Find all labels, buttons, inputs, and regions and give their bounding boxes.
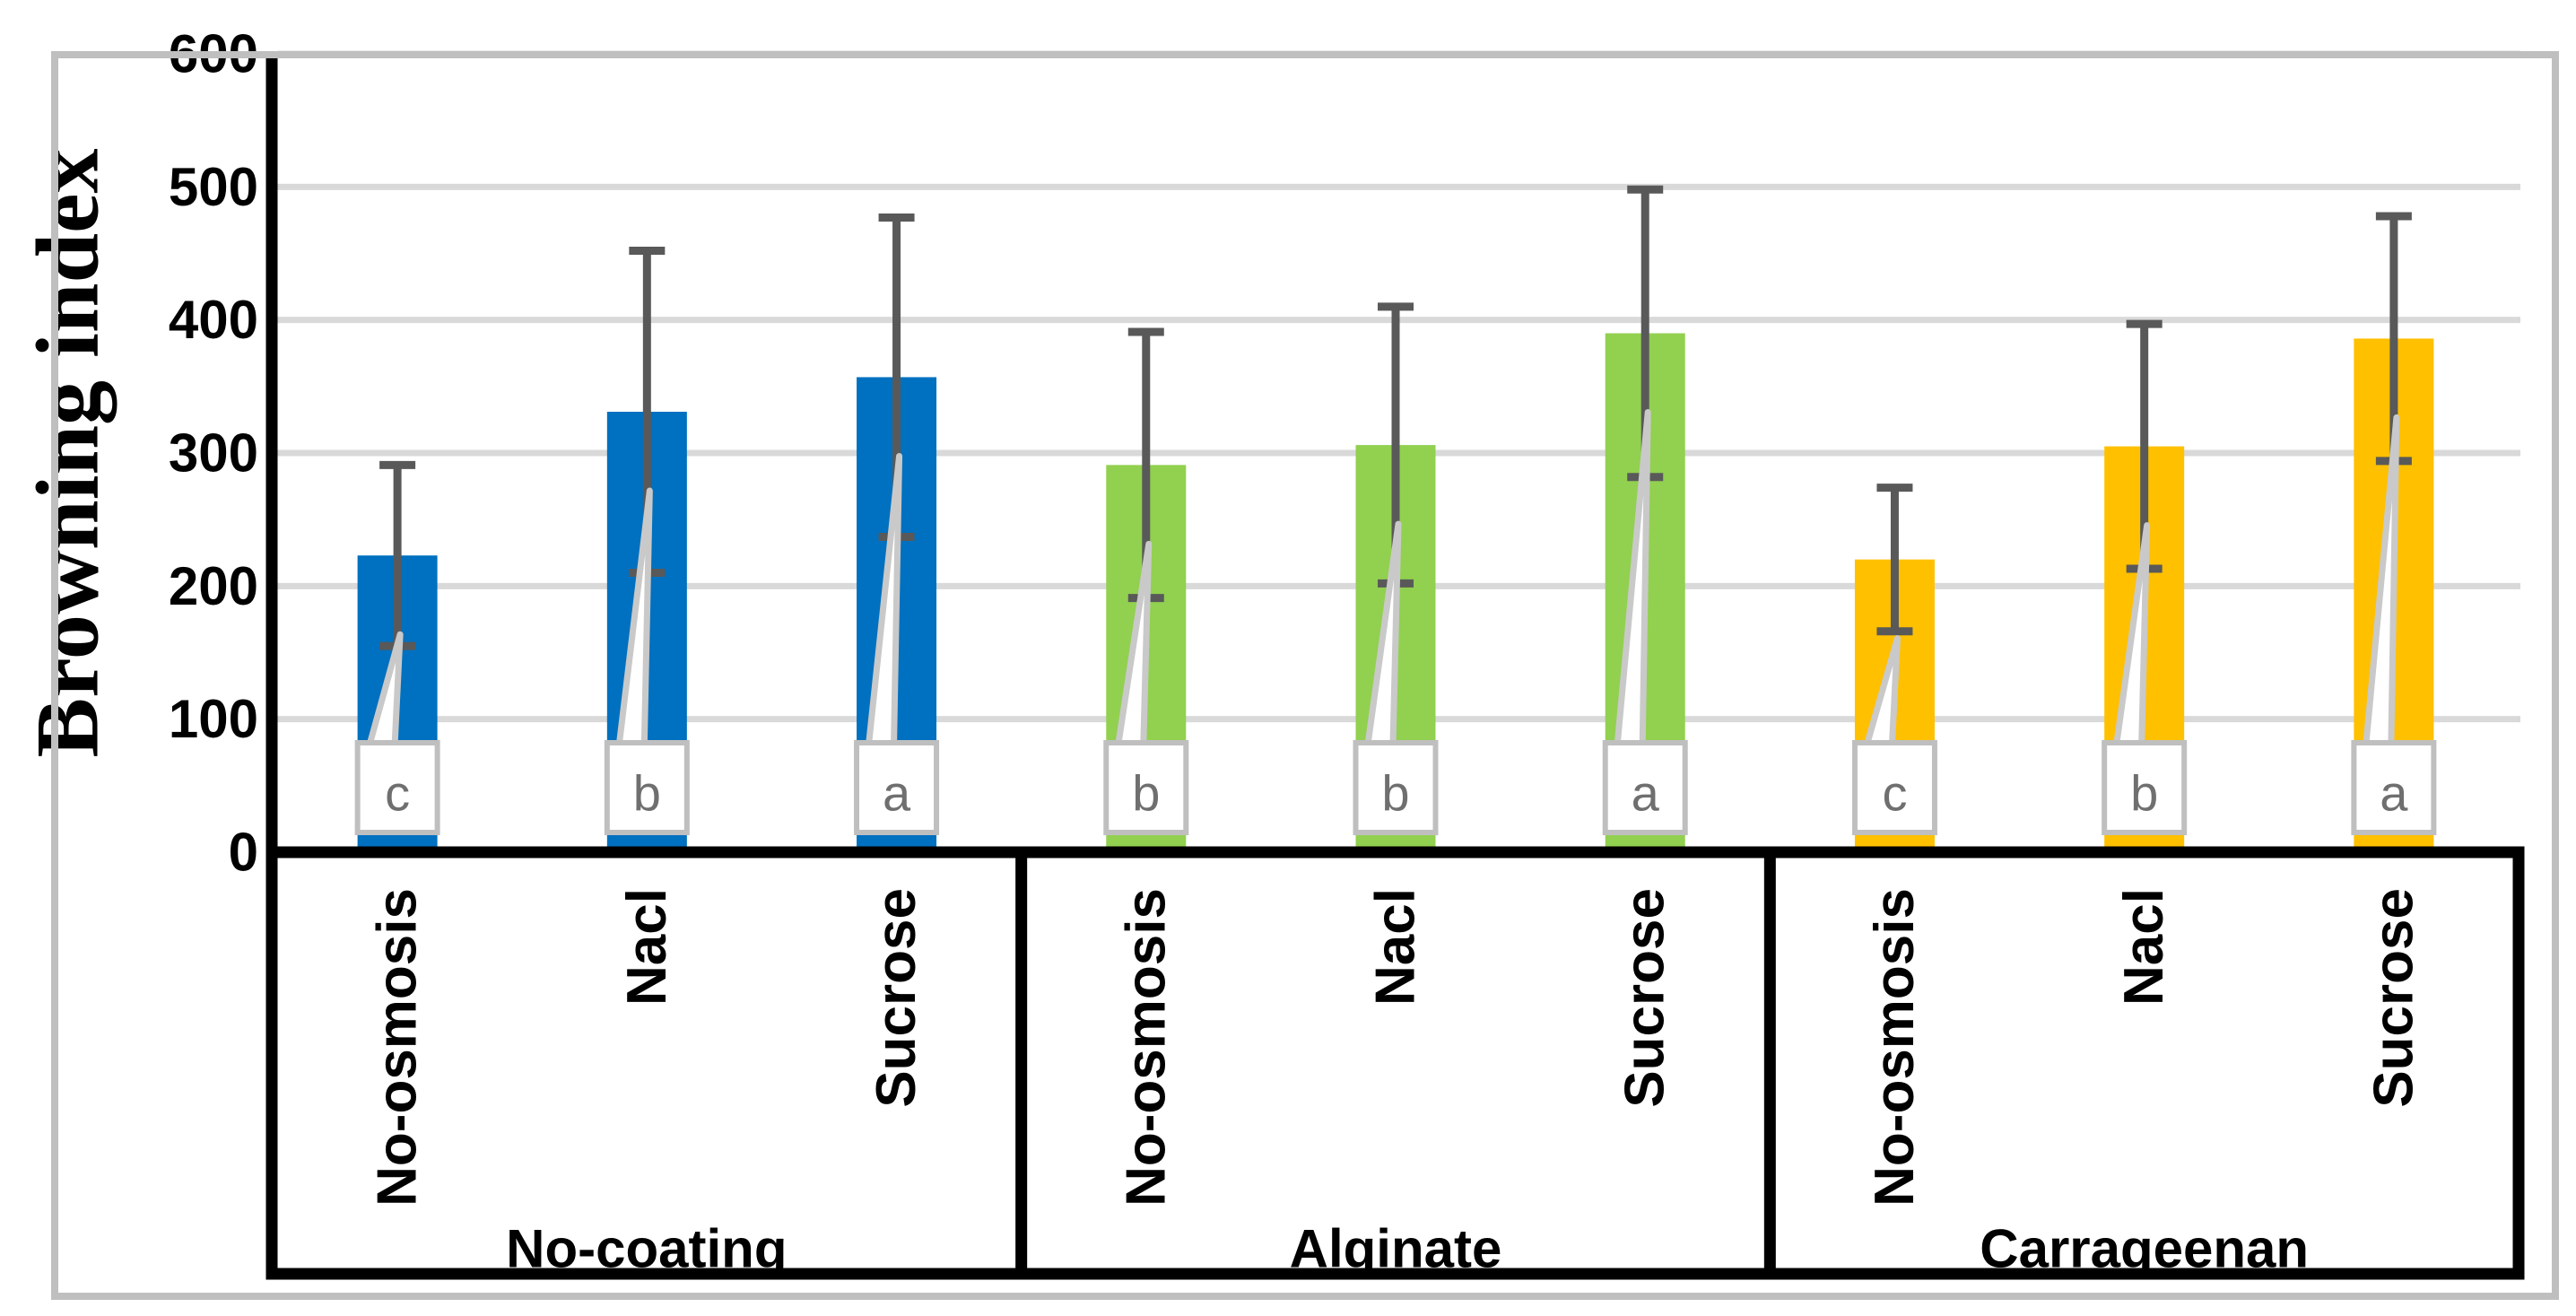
- significance-label-box: [354, 740, 440, 835]
- y-tick-label: 500: [169, 157, 258, 217]
- significance-label-box: [854, 740, 940, 835]
- category-label: Sucrose: [2363, 888, 2424, 1108]
- significance-label-box: [1602, 740, 1688, 835]
- category-label: No-osmosis: [367, 888, 429, 1207]
- significance-label-box: [1851, 740, 1937, 835]
- category-label: No-osmosis: [1864, 888, 1926, 1207]
- significance-label-box: [1103, 740, 1189, 835]
- group-label: No-coating: [506, 1219, 787, 1279]
- group-label: Alginate: [1290, 1219, 1502, 1279]
- significance-letter: b: [1132, 765, 1160, 822]
- significance-letter: a: [1632, 765, 1660, 822]
- significance-letter: a: [883, 765, 911, 822]
- y-axis-title: Browning index: [18, 149, 117, 758]
- category-label: Sucrose: [866, 888, 927, 1108]
- figure-border: [51, 51, 2559, 1300]
- y-tick-label: 200: [169, 556, 258, 616]
- significance-letter: c: [1882, 765, 1907, 822]
- category-label: No-osmosis: [1115, 888, 1177, 1207]
- category-label: Nacl: [1365, 888, 1427, 1006]
- significance-label-box: [604, 740, 690, 835]
- y-tick-label: 300: [169, 423, 258, 484]
- category-label: Nacl: [616, 888, 678, 1006]
- significance-label-box: [1353, 740, 1439, 835]
- significance-letter: b: [2130, 765, 2158, 822]
- y-tick-label: 400: [169, 290, 258, 350]
- significance-letter: c: [385, 765, 410, 822]
- y-tick-label: 100: [169, 689, 258, 749]
- significance-label-box: [2351, 740, 2437, 835]
- y-tick-label: 0: [229, 823, 258, 883]
- category-label: Sucrose: [1614, 888, 1676, 1108]
- category-label: Nacl: [2113, 888, 2175, 1006]
- significance-label-box: [2102, 740, 2188, 835]
- significance-letter: a: [2380, 765, 2408, 822]
- significance-letter: b: [1381, 765, 1409, 822]
- group-label: Carrageenan: [1980, 1219, 2309, 1279]
- significance-letter: b: [633, 765, 661, 822]
